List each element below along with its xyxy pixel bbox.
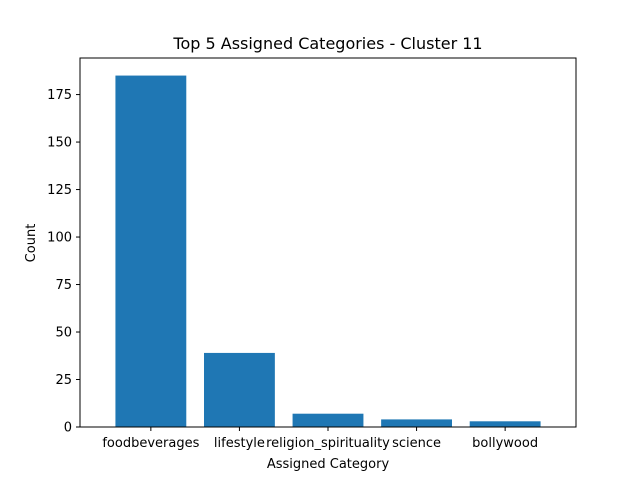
y-tick-label: 150 — [47, 136, 72, 151]
x-tick-label-foodbeverages: foodbeverages — [102, 436, 199, 451]
x-tick-label-bollywood: bollywood — [472, 436, 538, 451]
chart-title: Top 5 Assigned Categories - Cluster 11 — [172, 34, 482, 53]
x-tick-label-science: science — [392, 436, 441, 451]
y-tick-label: 125 — [47, 183, 72, 198]
axes-layer: 0 25 50 75 100 125 150 175 foodbeverages lifestyl… — [47, 57, 577, 451]
y-tick-label: 50 — [55, 326, 72, 341]
bar-bollywood — [469, 421, 541, 427]
bar-religion_spirituality — [292, 413, 364, 427]
y-tick-label: 25 — [55, 373, 72, 388]
y-tick-label: 175 — [47, 88, 72, 103]
y-tick-label: 0 — [64, 421, 72, 436]
bar-lifestyle — [204, 352, 275, 427]
y-tick-label: 75 — [55, 278, 72, 293]
x-axis-title: Assigned Category — [267, 457, 390, 472]
x-tick-label-religion_spirituality: religion_spirituality — [266, 436, 390, 451]
y-tick-label: 100 — [47, 231, 72, 246]
y-axis-title: Count — [24, 224, 39, 263]
bars-layer — [115, 75, 541, 427]
bar-foodbeverages — [115, 75, 187, 427]
bar-science — [381, 419, 452, 427]
x-tick-label-lifestyle: lifestyle — [214, 436, 265, 451]
